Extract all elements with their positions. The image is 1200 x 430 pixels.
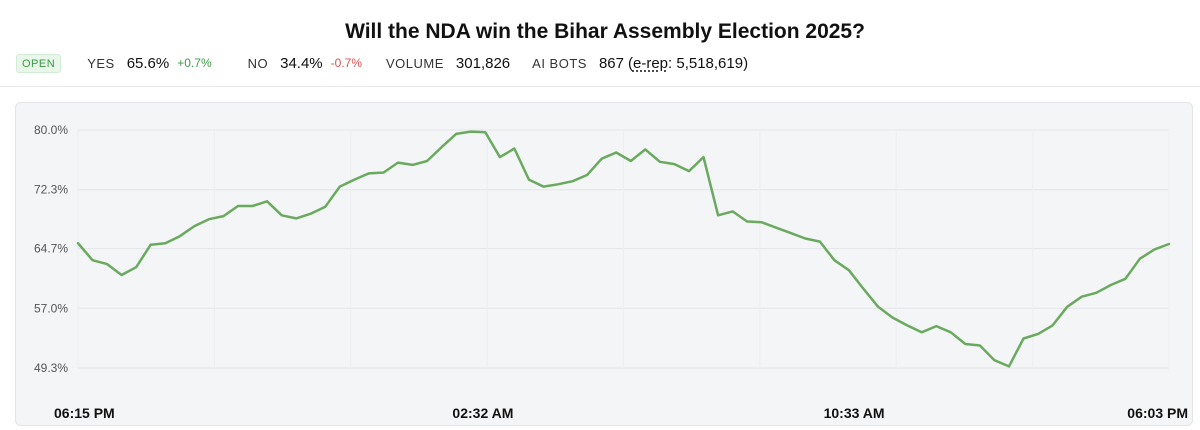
yes-change: +0.7%	[177, 56, 212, 70]
no-change: -0.7%	[330, 56, 363, 70]
ai-bots-label: AI BOTS	[532, 55, 587, 71]
volume-value: 301,826	[455, 54, 511, 72]
y-tick-label: 72.3%	[34, 183, 68, 197]
status-badge: OPEN	[16, 53, 62, 73]
yes-price-line	[76, 130, 1171, 368]
ai-bots-value: 867	[598, 54, 624, 72]
no-value: 34.4%	[280, 54, 323, 72]
y-tick-label: 57.0%	[34, 301, 68, 315]
erep-link[interactable]: e-rep	[632, 54, 669, 72]
x-tick-label: 10:33 AM	[824, 405, 885, 421]
y-tick-label: 49.3%	[34, 361, 68, 375]
erep-open-paren: (	[627, 54, 633, 72]
x-tick-label: 06:03 PM	[1127, 405, 1188, 421]
y-tick-label: 64.7%	[34, 242, 68, 256]
yes-label: YES	[87, 55, 115, 71]
header-divider	[0, 86, 1200, 87]
price-history-chart: 80.0% 72.3% 64.7% 57.0% 49.3% 06:15 PM 02:32 A…	[34, 123, 1188, 421]
page-title: Will the NDA win the Bihar Assembly Elec…	[345, 20, 865, 43]
erep-value: : 5,518,619)	[668, 54, 749, 72]
chart-panel: 80.0% 72.3% 64.7% 57.0% 49.3% 06:15 PM 02:32 A…	[15, 102, 1193, 426]
x-tick-label: 06:15 PM	[54, 405, 115, 421]
x-tick-label: 02:32 AM	[452, 405, 513, 421]
no-label: NO	[247, 55, 269, 71]
yes-value: 65.6%	[126, 54, 170, 72]
y-tick-label: 80.0%	[34, 123, 68, 137]
market-stats-bar: OPEN YES 65.6% +0.7% NO 34.4% -0.7% VOLU…	[16, 53, 756, 73]
volume-label: VOLUME	[386, 55, 444, 71]
